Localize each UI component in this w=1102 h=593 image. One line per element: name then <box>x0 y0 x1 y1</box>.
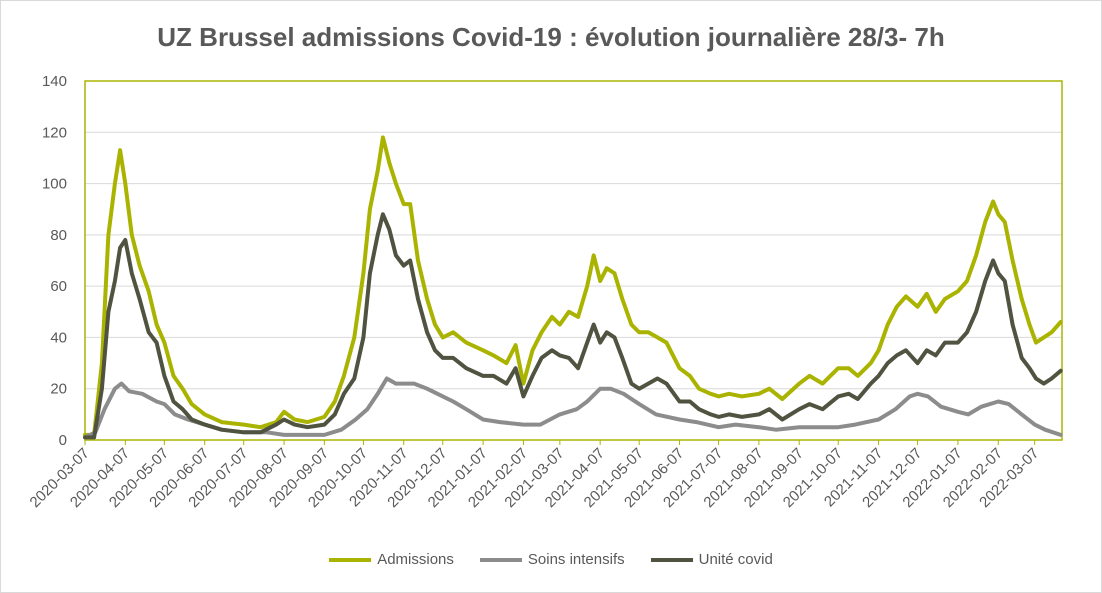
gridlines <box>85 80 1062 390</box>
y-tick-label-100: 100 <box>42 176 67 193</box>
y-tick-label-60: 60 <box>50 278 67 295</box>
legend-swatch-unite-covid <box>650 557 693 562</box>
plot-area-border <box>84 80 1063 441</box>
y-tick-label-40: 40 <box>50 329 67 346</box>
legend-item-admissions: Admissions <box>329 551 454 568</box>
y-tick-label-80: 80 <box>50 227 67 244</box>
series-lines <box>83 135 1063 440</box>
series-line-admissions <box>83 135 1063 437</box>
legend-label-soins-intensifs: Soins intensifs <box>527 551 625 568</box>
legend-label-admissions: Admissions <box>377 551 454 568</box>
legend-label-unite-covid: Unité covid <box>698 551 773 568</box>
series-line-soins-intensifs <box>83 376 1063 440</box>
axes <box>84 80 1063 445</box>
y-tick-label-0: 0 <box>59 432 67 449</box>
y-tick-label-120: 120 <box>42 124 67 141</box>
legend: Admissions Soins intensifs Unité covid <box>0 551 1102 568</box>
tick-labels: 0204060801001201402020-03-072020-04-0720… <box>27 73 1043 511</box>
legend-swatch-admissions <box>329 557 372 562</box>
legend-swatch-soins-intensifs <box>479 557 522 562</box>
series-line-unit-covid <box>83 212 1063 440</box>
legend-item-soins-intensifs: Soins intensifs <box>479 551 625 568</box>
y-tick-label-20: 20 <box>50 381 67 398</box>
y-tick-label-140: 140 <box>42 73 67 90</box>
chart-title: UZ Brussel admissions Covid-19 : évoluti… <box>157 22 945 52</box>
legend-item-unite-covid: Unité covid <box>650 551 773 568</box>
